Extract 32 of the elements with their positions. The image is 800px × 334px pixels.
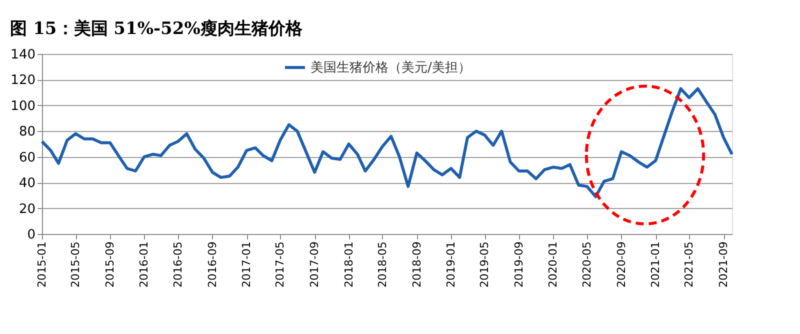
y-tick-label: 40 [18, 176, 36, 192]
line-series [40, 87, 734, 198]
y-tick-label: 0 [27, 228, 36, 242]
x-tick-label: 2015-09 [104, 242, 117, 288]
x-tick-label: 2019-09 [512, 242, 526, 288]
x-tick-label: 2016-01 [138, 242, 151, 288]
x-tick-label: 2017-05 [274, 242, 287, 288]
legend-label: 美国生猪价格（美元/美担） [310, 60, 471, 76]
x-tick-label: 2021-05 [682, 242, 696, 288]
x-tick-label: 2021-01 [649, 242, 662, 288]
y-tick-label: 100 [10, 98, 36, 114]
x-tick-label: 2017-09 [308, 242, 322, 288]
x-tick-label: 2018-01 [342, 242, 356, 288]
x-tick-label: 2019-05 [478, 242, 492, 288]
x-tick-label: 2019-01 [444, 242, 458, 288]
chart-title: 图 15：美国 51%-52%瘦肉生猪价格 [10, 19, 304, 39]
y-tick-label: 80 [18, 124, 36, 140]
x-tick-label: 2020-05 [580, 242, 594, 288]
x-tick-label: 2015-01 [36, 242, 48, 288]
x-tick-label: 2016-09 [206, 242, 219, 288]
x-tick-label: 2021-09 [717, 242, 730, 288]
y-tick-label: 20 [18, 202, 36, 217]
x-tick-label: 2020-01 [546, 242, 560, 288]
x-tick-label: 2017-01 [240, 242, 254, 288]
x-tick-label: 2018-05 [376, 242, 389, 288]
y-tick-label: 140 [10, 48, 36, 62]
x-tick-label: 2020-09 [614, 242, 628, 288]
x-tick-label: 2016-05 [172, 242, 185, 288]
y-tick-label: 60 [18, 150, 36, 166]
y-tick-label: 120 [10, 73, 36, 88]
x-tick-label: 2015-05 [69, 242, 82, 288]
x-tick-label: 2018-09 [410, 242, 424, 288]
